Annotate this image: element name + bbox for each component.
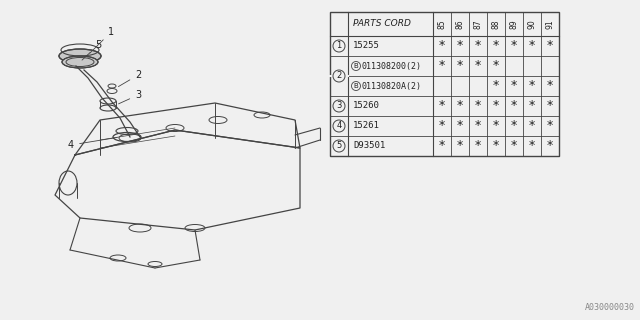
- Text: *: *: [457, 100, 463, 113]
- Text: *: *: [529, 39, 535, 52]
- Text: *: *: [475, 39, 481, 52]
- Text: *: *: [493, 100, 499, 113]
- Text: *: *: [457, 39, 463, 52]
- Text: 91: 91: [545, 19, 554, 29]
- Text: *: *: [547, 119, 553, 132]
- Text: *: *: [475, 100, 481, 113]
- Text: 88: 88: [492, 19, 500, 29]
- Text: 1: 1: [337, 42, 342, 51]
- Text: *: *: [439, 100, 445, 113]
- Text: *: *: [547, 140, 553, 153]
- Text: 2: 2: [337, 71, 342, 81]
- Text: *: *: [529, 119, 535, 132]
- Text: *: *: [547, 100, 553, 113]
- Text: *: *: [439, 119, 445, 132]
- Text: 15255: 15255: [353, 42, 380, 51]
- Text: *: *: [493, 119, 499, 132]
- Text: *: *: [511, 79, 517, 92]
- Text: 5: 5: [82, 40, 101, 60]
- Ellipse shape: [59, 49, 101, 63]
- Text: PARTS CORD: PARTS CORD: [353, 20, 410, 28]
- Text: *: *: [439, 39, 445, 52]
- Text: *: *: [493, 140, 499, 153]
- Text: 90: 90: [527, 19, 536, 29]
- Ellipse shape: [62, 56, 98, 68]
- Text: *: *: [439, 60, 445, 73]
- Text: *: *: [547, 79, 553, 92]
- Text: *: *: [529, 100, 535, 113]
- Text: B: B: [354, 63, 358, 69]
- Text: 15261: 15261: [353, 122, 380, 131]
- Text: *: *: [475, 119, 481, 132]
- Text: B: B: [354, 83, 358, 89]
- Text: 3: 3: [336, 101, 342, 110]
- Text: *: *: [475, 60, 481, 73]
- Text: *: *: [529, 79, 535, 92]
- Text: *: *: [529, 140, 535, 153]
- Text: *: *: [457, 140, 463, 153]
- Text: *: *: [511, 119, 517, 132]
- Text: 87: 87: [474, 19, 483, 29]
- Bar: [330, 12, 559, 156]
- Text: *: *: [511, 100, 517, 113]
- Text: *: *: [475, 140, 481, 153]
- Text: 85: 85: [438, 19, 447, 29]
- Text: 5: 5: [337, 141, 342, 150]
- Text: 01130820A(2): 01130820A(2): [362, 82, 422, 91]
- Text: *: *: [457, 119, 463, 132]
- Text: *: *: [547, 39, 553, 52]
- Text: A030000030: A030000030: [585, 303, 635, 312]
- Text: 86: 86: [456, 19, 465, 29]
- Text: 4: 4: [68, 138, 117, 150]
- Text: 3: 3: [118, 90, 141, 104]
- Text: 15260: 15260: [353, 101, 380, 110]
- Text: 011308200(2): 011308200(2): [362, 61, 422, 70]
- Text: *: *: [511, 140, 517, 153]
- Text: *: *: [511, 39, 517, 52]
- Text: *: *: [493, 79, 499, 92]
- Text: D93501: D93501: [353, 141, 385, 150]
- Text: 2: 2: [118, 70, 141, 87]
- Text: *: *: [493, 60, 499, 73]
- Text: *: *: [439, 140, 445, 153]
- Text: *: *: [457, 60, 463, 73]
- Text: 89: 89: [509, 19, 518, 29]
- Text: 4: 4: [337, 122, 342, 131]
- Text: *: *: [493, 39, 499, 52]
- Text: 1: 1: [90, 27, 114, 53]
